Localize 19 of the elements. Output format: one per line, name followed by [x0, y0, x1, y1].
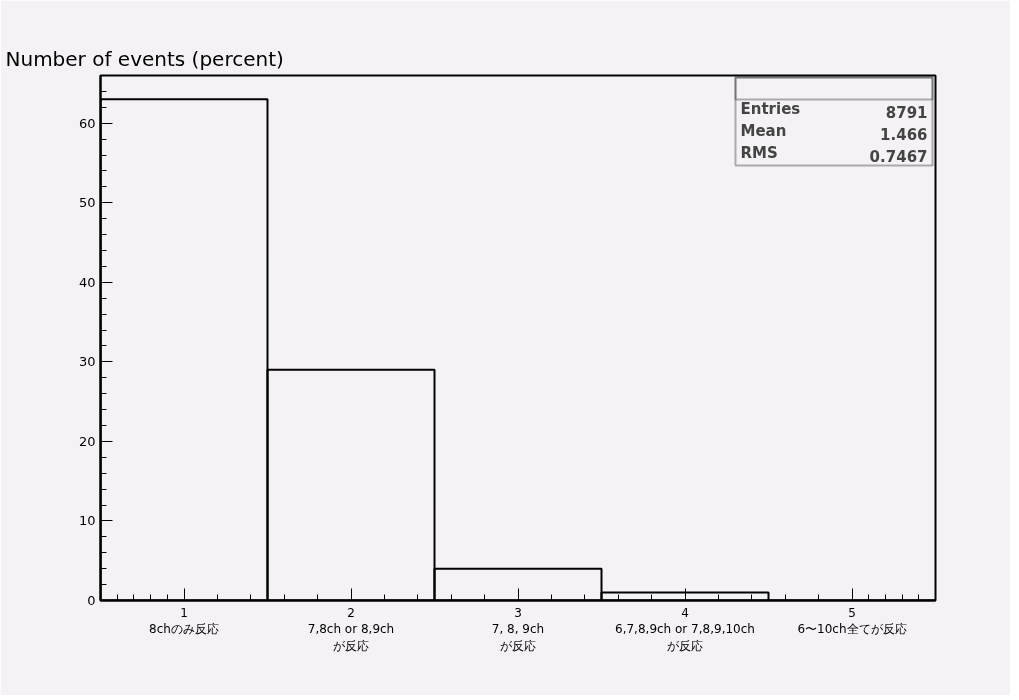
x-tick-label: 5 6〜10ch全てが反応 — [797, 605, 907, 637]
annotation: 1.466 — [880, 125, 928, 144]
x-tick-label: 4 6,7,8,9ch or 7,8,9,10ch が反応 — [615, 605, 755, 654]
chart-title: Number of events (percent) — [5, 46, 284, 71]
annotation: RMS — [740, 143, 778, 162]
y-tick-label: 60 — [78, 115, 96, 131]
y-tick-label: 50 — [78, 195, 96, 211]
y-tick-label: 20 — [78, 433, 96, 449]
x-tick-label: 2 7,8ch or 8,9ch が反応 — [307, 605, 395, 654]
y-tick-label: 40 — [78, 274, 96, 290]
annotation: 0.7467 — [869, 147, 928, 166]
x-tick-label: 1 8chのみ反応 — [149, 605, 219, 637]
y-tick-label: 10 — [78, 513, 96, 529]
x-tick-label: 3 7, 8, 9ch が反応 — [491, 605, 545, 654]
y-tick-label: 0 — [87, 593, 96, 608]
annotation: 8791 — [885, 103, 928, 122]
annotation: Entries — [740, 99, 801, 118]
annotation: Mean — [740, 121, 787, 140]
y-tick-label: 30 — [78, 354, 96, 370]
